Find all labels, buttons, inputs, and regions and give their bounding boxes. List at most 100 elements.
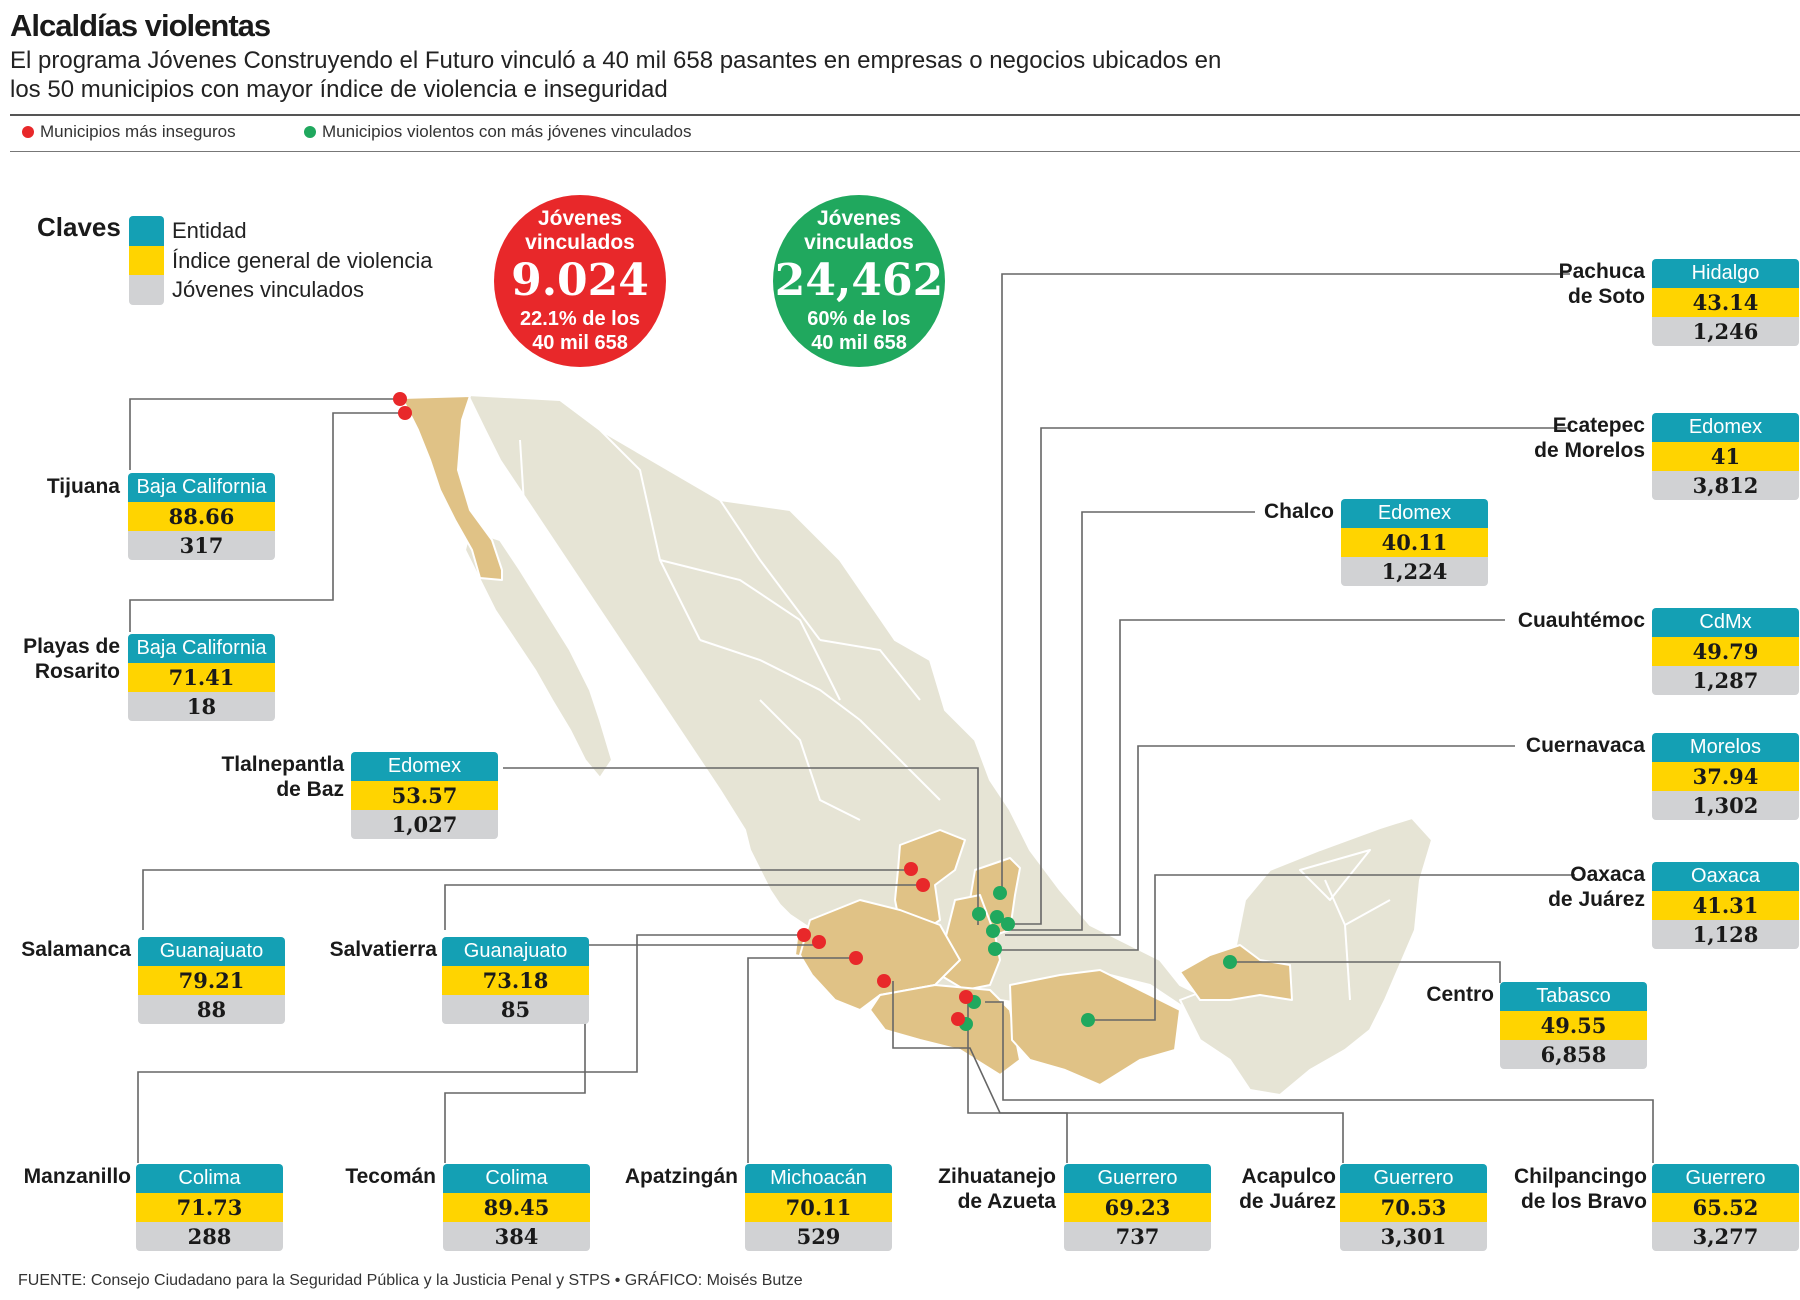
state-guanajuato <box>894 829 966 931</box>
violence-index-cell: 41.31 <box>1652 891 1799 920</box>
dot-ecatepec <box>990 910 1004 924</box>
youth-linked-cell: 288 <box>136 1222 283 1251</box>
city-name-line: Acapulco <box>1241 1165 1336 1188</box>
city-name-centro: Centro <box>1426 982 1494 1007</box>
city-name-line: Salvatierra <box>329 938 437 961</box>
youth-linked-cell: 317 <box>128 531 275 560</box>
state-oaxaca <box>1009 969 1181 1086</box>
youth-linked-cell: 18 <box>128 692 275 721</box>
entity-cell: Colima <box>136 1164 283 1193</box>
city-name-line: Cuauhtémoc <box>1517 609 1645 632</box>
leader-line-salvatierra <box>444 884 925 930</box>
city-name-apatzingan: Apatzingán <box>625 1164 738 1189</box>
header-divider <box>10 114 1800 116</box>
entity-cell: Guanajuato <box>138 937 285 966</box>
city-name-pachuca-de-soto: Pachuca de Soto <box>1559 259 1645 309</box>
data-box-zihuatanejo-de-azueta: Guerrero 69.23 737 <box>1064 1164 1211 1251</box>
data-box-chalco: Edomex 40.11 1,224 <box>1341 499 1488 586</box>
violence-index-cell: 43.14 <box>1652 288 1799 317</box>
city-name-line: Manzanillo <box>23 1165 131 1188</box>
dot-cuauhtemoc <box>986 924 1000 938</box>
entity-cell: Edomex <box>351 752 498 781</box>
dot-tijuana <box>393 392 407 406</box>
dot-oaxaca <box>1081 1013 1095 1027</box>
city-name-line: Tlalnepantla <box>221 753 344 776</box>
city-name-salvatierra: Salvatierra <box>330 937 437 962</box>
youth-linked-cell: 85 <box>442 995 589 1024</box>
youth-linked-cell: 3,277 <box>1652 1222 1799 1251</box>
bubble-sub: 60% de los <box>807 308 911 330</box>
violence-index-cell: 53.57 <box>351 781 498 810</box>
source-footer: FUENTE: Consejo Ciudadano para la Seguri… <box>18 1272 803 1289</box>
city-name-playas-de-rosarito: Playas de Rosarito <box>23 634 120 684</box>
city-name-line: Ecatepec <box>1552 414 1645 437</box>
legend-label: Municipios violentos con más jóvenes vin… <box>322 122 692 141</box>
data-box-tecoman: Colima 89.45 384 <box>443 1164 590 1251</box>
youth-linked-cell: 1,246 <box>1652 317 1799 346</box>
leader-line-oaxaca <box>1090 874 1575 1021</box>
dot-acapulco <box>951 1012 965 1026</box>
city-name-acapulco-de-juarez: Acapulco de Juárez <box>1239 1164 1336 1214</box>
data-box-cuauhtemoc: CdMx 49.79 1,287 <box>1652 608 1799 695</box>
bubble-sub: 40 mil 658 <box>532 332 628 354</box>
city-name-line: de Azueta <box>957 1190 1056 1213</box>
city-name-cuernavaca: Cuernavaca <box>1526 733 1645 758</box>
dot-rosarito <box>398 406 412 420</box>
entity-cell: Tabasco <box>1500 982 1647 1011</box>
violence-index-cell: 88.66 <box>128 502 275 531</box>
swatch-entity <box>129 216 164 246</box>
swatch-index <box>129 245 164 276</box>
state-shape <box>464 529 613 779</box>
violence-index-cell: 69.23 <box>1064 1193 1211 1222</box>
state-tabasco <box>1179 944 1293 1001</box>
bubble-linked-total: Jóvenes vinculados 24,462 60% de los 40 … <box>773 195 945 367</box>
claves-title: Claves <box>37 212 121 242</box>
leader-lines <box>129 273 1654 1163</box>
dot-salamanca <box>904 862 918 876</box>
legend-label: Municipios más inseguros <box>40 122 236 141</box>
dot-manzanillo <box>797 928 811 942</box>
bubble-value: 24,462 <box>774 255 944 306</box>
dot-zihuatanejo <box>877 974 891 988</box>
dot-apatzingan <box>849 951 863 965</box>
city-name-line: de Soto <box>1568 285 1645 308</box>
data-box-centro: Tabasco 49.55 6,858 <box>1500 982 1647 1069</box>
swatch-youth <box>129 275 164 305</box>
violence-index-cell: 41 <box>1652 442 1799 471</box>
dot-chalco <box>1001 917 1015 931</box>
leader-line-cuernavaca <box>1000 745 1515 951</box>
violence-index-cell: 65.52 <box>1652 1193 1799 1222</box>
violence-index-cell: 37.94 <box>1652 762 1799 791</box>
legend-divider <box>10 151 1800 152</box>
city-name-oaxaca-de-juarez: Oaxaca de Juárez <box>1548 862 1645 912</box>
city-name-line: Pachuca <box>1558 260 1645 283</box>
data-box-cuernavaca: Morelos 37.94 1,302 <box>1652 733 1799 820</box>
city-name-line: de Juárez <box>1239 1190 1336 1213</box>
leader-line-zihuatanejo <box>892 981 1068 1163</box>
youth-linked-cell: 1,128 <box>1652 920 1799 949</box>
legend-item-linked: Municipios violentos con más jóvenes vin… <box>304 122 691 142</box>
violence-index-cell: 70.11 <box>745 1193 892 1222</box>
leader-line-acapulco <box>967 1002 1344 1163</box>
entity-cell: CdMx <box>1652 608 1799 637</box>
violence-index-cell: 79.21 <box>138 966 285 995</box>
data-box-chilpancingo-de-los-bravo: Guerrero 65.52 3,277 <box>1652 1164 1799 1251</box>
leader-line-chilpancingo <box>985 1001 1654 1163</box>
city-name-ecatepec-de-morelos: Ecatepec de Morelos <box>1534 413 1645 463</box>
youth-linked-cell: 3,301 <box>1340 1222 1487 1251</box>
city-name-line: Rosarito <box>34 660 120 683</box>
leader-line-pachuca <box>1001 273 1570 893</box>
city-name-salamanca: Salamanca <box>21 937 131 962</box>
city-name-line: Chilpancingo <box>1514 1165 1647 1188</box>
entity-cell: Colima <box>443 1164 590 1193</box>
entity-cell: Baja California <box>128 634 275 663</box>
dot-centro <box>1223 955 1237 969</box>
bubble-label: vinculados <box>525 231 635 254</box>
city-name-line: Tijuana <box>46 475 120 498</box>
claves-labels: Entidad Índice general de violencia Jóve… <box>172 216 433 305</box>
city-name-line: Apatzingán <box>624 1165 738 1188</box>
entity-cell: Guerrero <box>1652 1164 1799 1193</box>
leader-line-tlalnepantla <box>503 767 979 925</box>
green-dot-icon <box>304 126 316 138</box>
